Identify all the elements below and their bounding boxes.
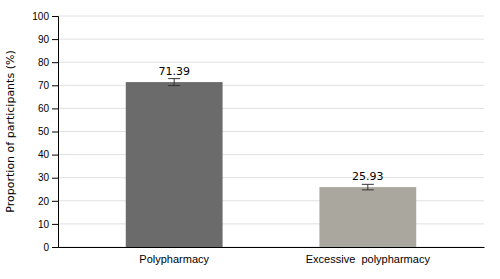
tick-label: Excessive polypharmacy [306,253,431,265]
tick-mark [52,39,58,40]
grid-line [58,154,484,155]
grid [58,16,484,247]
tick-label: 70 [38,80,50,91]
tick-mark [52,132,58,133]
tick-mark [52,224,58,225]
grid-line [58,247,484,248]
grid-line [58,131,484,132]
tick-mark [52,247,58,248]
chart: 71.39 25.93 0 10 20 30 40 50 60 70 80 90 100 Polyphar… [0,0,500,279]
tick-label: Polypharmacy [139,253,209,265]
tick: 30 [38,172,58,183]
grid-line [58,85,484,86]
tick: 80 [38,57,58,68]
tick-mark [52,155,58,156]
axis-line [52,17,59,248]
data-label: 71.39 [158,65,190,78]
error-bar-line [168,79,180,86]
tick-label: 50 [38,126,50,137]
tick-label: 10 [38,219,50,230]
tick: 10 [38,219,58,230]
bar [319,187,416,247]
grid-line [58,108,484,109]
error-bar [168,79,180,86]
data-label: 25.93 [352,170,384,183]
grid-line [58,223,484,224]
tick-mark [52,108,58,109]
tick: Polypharmacy [139,253,209,265]
error-bar-line [362,184,374,190]
tick-mark [52,178,58,179]
y-axis-title: Proportion of participants (%) [4,50,17,212]
grid-line [58,39,484,40]
tick: 100 [32,11,58,22]
data-labels: 71.39 25.93 [158,65,383,184]
y-axis: 0 10 20 30 40 50 60 70 80 90 100 [32,11,58,253]
tick: 0 [43,242,58,253]
bar [126,82,223,247]
plot: 71.39 25.93 0 10 20 30 40 50 60 70 80 90 100 Polyphar… [32,11,484,265]
tick: 70 [38,80,58,91]
grid-line [58,200,484,201]
tick-label: 40 [38,149,50,160]
tick: 60 [38,103,58,114]
tick: 20 [38,196,58,207]
tick-mark [52,16,58,17]
grid-line [58,177,484,178]
tick-label: 20 [38,196,50,207]
tick: Excessive polypharmacy [306,253,431,265]
grid-line [58,16,484,17]
tick-label: 90 [38,34,50,45]
x-axis: Polypharmacy Excessive polypharmacy [59,248,485,265]
tick-label: 100 [32,11,49,22]
bars [126,79,416,247]
error-bar [362,184,374,190]
tick-mark [52,62,58,63]
grid-line [58,62,484,63]
tick-label: 0 [43,242,49,253]
tick-mark [52,85,58,86]
tick: 50 [38,126,58,137]
tick-label: 60 [38,103,50,114]
tick: 40 [38,149,58,160]
tick: 90 [38,34,58,45]
axis-line [59,247,485,248]
tick-mark [52,201,58,202]
tick-label: 80 [38,57,50,68]
tick-label: 30 [38,172,50,183]
